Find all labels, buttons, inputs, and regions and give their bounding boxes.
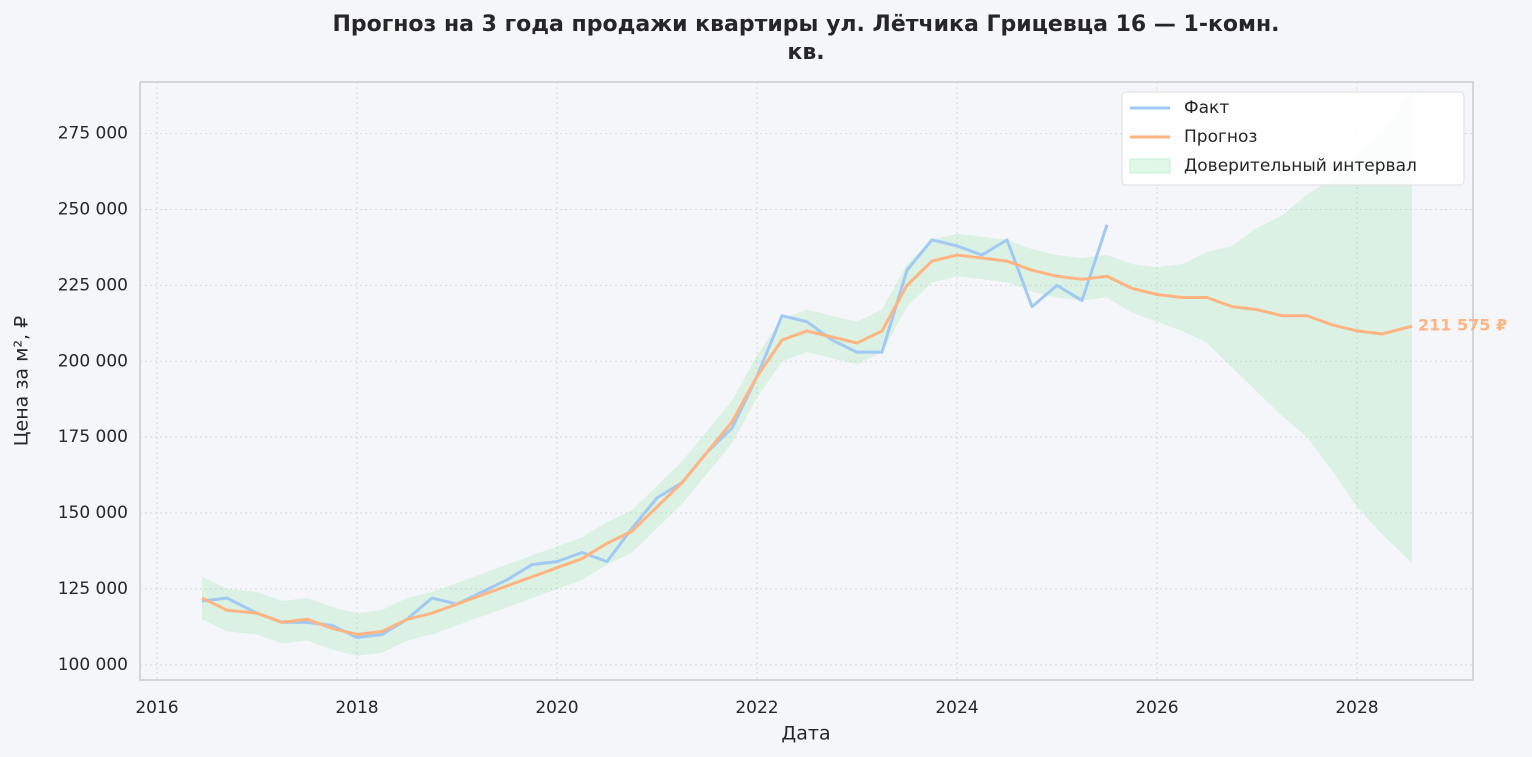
y-axis-label: Цена за м², ₽ (11, 316, 33, 446)
x-tick-label: 2016 (135, 698, 178, 718)
y-tick-label: 150 000 (58, 503, 128, 523)
y-tick-label: 225 000 (58, 275, 128, 295)
x-tick-label: 2024 (935, 698, 978, 718)
y-tick-label: 175 000 (58, 427, 128, 447)
chart-title: Прогноз на 3 года продажи квартиры ул. Л… (332, 12, 1279, 37)
series-line (201, 224, 1109, 640)
chart-title: кв. (787, 40, 824, 65)
x-tick-label: 2018 (335, 698, 378, 718)
y-tick-label: 275 000 (58, 124, 128, 144)
legend-label: Доверительный интервал (1184, 156, 1417, 176)
legend-swatch (1129, 158, 1171, 174)
series-line (201, 253, 1413, 636)
x-tick-label: 2022 (735, 698, 778, 718)
legend-box (1121, 91, 1465, 186)
x-axis-label: Дата (781, 723, 830, 745)
y-tick-label: 100 000 (58, 655, 128, 675)
end-label: 211 575 ₽ (1418, 316, 1507, 335)
legend-label: Факт (1184, 98, 1229, 118)
x-tick-label: 2028 (1335, 698, 1378, 718)
legend-label: Прогноз (1184, 127, 1257, 147)
x-tick-label: 2026 (1135, 698, 1178, 718)
x-tick-label: 2020 (535, 698, 578, 718)
y-tick-label: 125 000 (58, 579, 128, 599)
y-tick-label: 250 000 (58, 199, 128, 219)
grid (140, 82, 1473, 680)
y-tick-label: 200 000 (58, 351, 128, 371)
